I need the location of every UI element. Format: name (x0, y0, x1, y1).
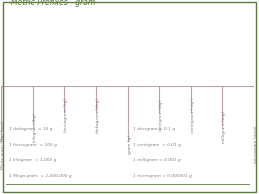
Text: 1 microgram = 0.000001 g: 1 microgram = 0.000001 g (133, 174, 191, 178)
Text: hectogram (hg): hectogram (hg) (64, 98, 68, 132)
Text: decigram (dg): decigram (dg) (159, 100, 163, 131)
Text: milligram (mg): milligram (mg) (222, 111, 226, 143)
Text: Metric Prefixes - gram: Metric Prefixes - gram (11, 0, 96, 8)
Text: 1 kilogram  = 1,000 g: 1 kilogram = 1,000 g (9, 158, 56, 162)
Text: 1 decigram = 0.1 g: 1 decigram = 0.1 g (133, 127, 175, 131)
Text: 1 Mega gram  = 1,000,000 g: 1 Mega gram = 1,000,000 g (9, 174, 71, 178)
Text: 1 centigram  = 0.01 g: 1 centigram = 0.01 g (133, 143, 181, 147)
Text: Mega gram (Mg) (ton): Mega gram (Mg) (ton) (1, 120, 5, 169)
Text: microgram (mcg): microgram (mcg) (254, 126, 258, 163)
Text: gram (g): gram (g) (127, 135, 132, 154)
Text: 1 dekagram  = 10 g: 1 dekagram = 10 g (9, 127, 53, 131)
Text: kilogram (kg): kilogram (kg) (33, 113, 37, 142)
Text: centigram ( cg ): centigram ( cg ) (191, 98, 195, 133)
Text: 1 milligram = 0.001 g: 1 milligram = 0.001 g (133, 158, 180, 162)
Text: 1 hectogram  = 100 g: 1 hectogram = 100 g (9, 143, 57, 147)
Text: dekagram (dag): dekagram (dag) (96, 98, 100, 133)
